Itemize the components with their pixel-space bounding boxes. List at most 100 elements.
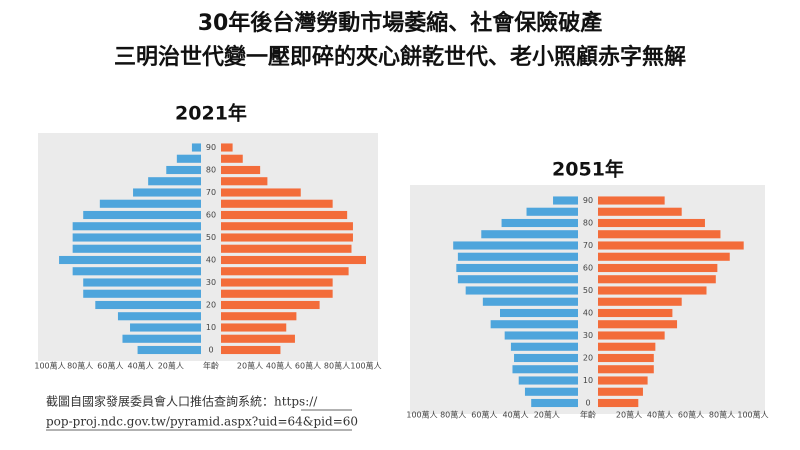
x-tick-label: 40萬人 <box>128 361 154 371</box>
bar-left <box>95 300 201 310</box>
bar-right <box>221 300 320 310</box>
y-tick-label: 50 <box>206 233 216 242</box>
bar-left <box>457 275 578 284</box>
bar-right <box>221 177 268 186</box>
y-tick-label: 80 <box>206 166 216 175</box>
bar-left <box>72 267 202 276</box>
bar-left <box>99 199 201 208</box>
bar-right <box>598 286 707 295</box>
bar-right <box>221 267 349 276</box>
bar-left <box>504 331 578 340</box>
bar-right <box>221 233 353 242</box>
bar-right <box>598 297 682 306</box>
y-tick-label: 60 <box>583 264 593 273</box>
bar-left <box>191 143 201 152</box>
bar-left <box>518 376 578 385</box>
y-tick-label: 50 <box>583 286 593 295</box>
bar-right <box>598 331 665 340</box>
bar-left <box>166 165 201 175</box>
x-tick-label: 100萬人 <box>34 361 65 371</box>
bar-right <box>598 207 682 216</box>
x-tick-label: 60萬人 <box>97 361 123 371</box>
y-tick-label: 80 <box>583 219 593 228</box>
bar-right <box>598 376 648 385</box>
bar-right <box>598 218 705 228</box>
y-tick-label: 30 <box>206 278 216 287</box>
bar-left <box>482 297 578 306</box>
x-tick-label: 40萬人 <box>266 361 292 371</box>
bar-left <box>500 308 578 318</box>
y-tick-label: 20 <box>583 354 593 363</box>
bar-right <box>598 398 639 408</box>
bar-left <box>526 207 578 216</box>
x-axis-label: 年齡 <box>580 410 596 420</box>
y-tick-label: 60 <box>206 211 216 220</box>
y-tick-label: 10 <box>206 323 216 332</box>
x-tick-label: 80萬人 <box>324 361 350 371</box>
bar-right <box>221 312 297 321</box>
bar-left <box>553 196 578 205</box>
y-tick-label: 70 <box>583 241 593 250</box>
y-tick-label: 40 <box>206 256 216 265</box>
bar-right <box>598 263 718 273</box>
y-tick-label: 10 <box>583 376 593 385</box>
bar-right <box>221 222 353 231</box>
y-tick-label: 30 <box>583 331 593 340</box>
bar-left <box>481 230 578 239</box>
bar-left <box>456 263 578 273</box>
bar-right <box>221 244 352 253</box>
bar-left <box>83 210 201 220</box>
bar-left <box>148 177 201 186</box>
bar-right <box>221 165 261 175</box>
title-line: 30年後台灣勞動市場萎縮、社會保險破產 <box>198 10 603 36</box>
bar-left <box>130 323 201 332</box>
bar-right <box>598 230 721 239</box>
x-tick-label: 60萬人 <box>678 410 704 420</box>
x-axis-label: 年齡 <box>203 361 219 371</box>
bar-left <box>83 289 201 298</box>
bar-right <box>221 278 333 287</box>
bar-right <box>598 353 654 363</box>
caption-line: 截圖自國家發展委員會人口推估查詢系統：https:// <box>46 394 318 409</box>
x-tick-label: 20萬人 <box>616 410 642 420</box>
x-tick-label: 60萬人 <box>295 361 321 371</box>
bar-right <box>221 289 333 298</box>
bar-left <box>531 398 578 408</box>
x-tick-label: 40萬人 <box>647 410 673 420</box>
bar-right <box>221 154 243 163</box>
x-tick-label: 80萬人 <box>67 361 93 371</box>
x-tick-label: 80萬人 <box>709 410 735 420</box>
bar-right <box>221 143 233 152</box>
bar-right <box>221 345 281 355</box>
bar-left <box>59 255 202 265</box>
bar-left <box>72 222 202 231</box>
bar-left <box>176 154 201 163</box>
bar-left <box>501 218 578 228</box>
bar-right <box>221 323 287 332</box>
bar-left <box>133 188 201 197</box>
bar-left <box>514 353 578 363</box>
x-tick-label: 20萬人 <box>534 410 560 420</box>
bar-right <box>221 188 301 197</box>
caption-line: pop-proj.ndc.gov.tw/pyramid.aspx?uid=64&… <box>46 415 358 429</box>
bar-left <box>465 286 578 295</box>
bar-left <box>117 312 201 321</box>
bar-right <box>598 342 656 351</box>
bar-right <box>221 255 366 265</box>
title-line: 三明治世代變一壓即碎的夾心餅乾世代、老小照顧赤字無解 <box>114 44 686 70</box>
x-tick-label: 100萬人 <box>350 361 381 371</box>
chart-title: 2051年 <box>552 158 624 181</box>
x-tick-label: 60萬人 <box>471 410 497 420</box>
y-tick-label: 90 <box>206 143 216 152</box>
y-tick-label: 0 <box>208 346 213 355</box>
y-tick-label: 70 <box>206 188 216 197</box>
bar-left <box>524 387 578 396</box>
bar-left <box>137 345 201 355</box>
bar-left <box>122 334 201 343</box>
x-tick-label: 20萬人 <box>158 361 184 371</box>
bar-right <box>598 252 730 261</box>
x-tick-label: 80萬人 <box>440 410 466 420</box>
bar-right <box>221 199 333 208</box>
bar-left <box>510 342 578 351</box>
